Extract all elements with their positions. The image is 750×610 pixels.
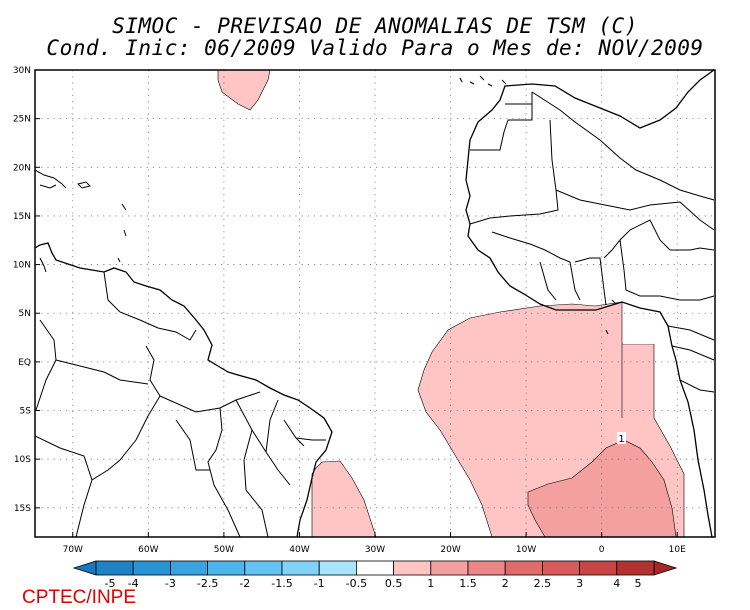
colorbar-label: 3 <box>576 577 583 590</box>
lat-label: 10N <box>13 261 31 271</box>
colorbar-swatch <box>95 560 134 576</box>
caribbean-islands <box>35 169 127 273</box>
colorbar-swatch <box>393 560 432 576</box>
lon-label: 30W <box>365 545 385 555</box>
colorbar-swatch <box>430 560 469 576</box>
lon-label: 50W <box>214 545 234 555</box>
colorbar-label: -1.5 <box>271 577 292 590</box>
lon-label: 70W <box>63 545 83 555</box>
colorbar-label: 1 <box>427 577 434 590</box>
colorbar-label: -3 <box>165 577 176 590</box>
south-america-borders <box>35 271 326 537</box>
colorbar-label: -0.5 <box>346 577 367 590</box>
colorbar-swatch <box>207 560 246 576</box>
colorbar-swatch <box>169 560 208 576</box>
anomaly-patch-core <box>527 439 677 537</box>
lat-label: 15N <box>13 212 31 222</box>
colorbar-swatch <box>579 560 618 576</box>
colorbar-swatch <box>318 560 357 576</box>
map-area: 1 <box>35 70 715 537</box>
lat-label: 30N <box>13 66 31 76</box>
colorbar-label: 2 <box>502 577 509 590</box>
colorbar-swatch <box>616 560 655 576</box>
colorbar-label: -2.5 <box>197 577 218 590</box>
colorbar-label: -2 <box>239 577 250 590</box>
contour-label-text: 1 <box>618 434 624 445</box>
lat-label: 20N <box>13 163 31 173</box>
colorbar-label: -5 <box>105 577 116 590</box>
colorbar-swatch <box>132 560 171 576</box>
lat-label: 5S <box>20 407 32 417</box>
lon-label: 10W <box>516 545 536 555</box>
lon-label: 10E <box>669 545 686 555</box>
gulf-of-guinea-islands <box>605 299 617 335</box>
anomaly-patch-north <box>217 70 271 111</box>
coastline-layer <box>35 70 715 537</box>
colorbar-swatch <box>281 560 320 576</box>
lat-label: 10S <box>14 455 31 465</box>
africa-borders <box>469 91 715 393</box>
colorbar-swatch <box>467 560 506 576</box>
colorbar-swatch <box>504 560 543 576</box>
colorbar-swatch <box>244 560 283 576</box>
lat-label: EQ <box>18 358 31 368</box>
colorbar-label: 0.5 <box>385 577 403 590</box>
map-subtitle: Cond. Inic: 06/2009 Valido Para o Mes de… <box>46 36 704 60</box>
colorbar-label: 5 <box>635 577 642 590</box>
anomaly-fill-layer <box>217 70 685 537</box>
colorbar-label: 2.5 <box>534 577 552 590</box>
lon-label: 60W <box>138 545 158 555</box>
colorbar-arrow-left <box>72 560 97 576</box>
africa-coastline <box>465 70 715 537</box>
colorbar-swatch <box>355 560 394 576</box>
colorbar-label: -1 <box>314 577 325 590</box>
lon-label: 20W <box>440 545 460 555</box>
longitude-labels: 70W 60W 50W 40W 30W 20W 10W 0 10E <box>63 532 686 555</box>
lon-label: 40W <box>289 545 309 555</box>
colorbar-swatch <box>542 560 581 576</box>
cptec-inpe-credit: CPTEC/INPE <box>22 587 137 608</box>
south-america-coastline <box>35 242 333 537</box>
colorbar-label: 4 <box>613 577 620 590</box>
anomaly-gap-coast <box>623 302 654 344</box>
colorbar-arrow-right <box>653 560 678 576</box>
lat-label: 5N <box>19 309 31 319</box>
anomaly-patch-brazil-coast <box>311 460 377 537</box>
lat-label: 25N <box>13 115 31 125</box>
canary-islands <box>459 75 507 87</box>
lon-label: 0 <box>599 545 605 555</box>
colorbar: -5 -4 -3 -2.5 -2 -1.5 -1 -0.5 0.5 1 1.5 2 2.5 3 4 5 <box>72 560 678 590</box>
colorbar-label: -4 <box>128 577 139 590</box>
colorbar-label: 1.5 <box>459 577 477 590</box>
latitude-labels: 30N 25N 20N 15N 10N 5N EQ 5S 10S 15S <box>13 66 40 514</box>
lat-label: 15S <box>14 504 31 514</box>
contour-label: 1 <box>617 432 626 445</box>
map-title: SIMOC - PREVISAO DE ANOMALIAS DE TSM (C) <box>112 14 638 38</box>
